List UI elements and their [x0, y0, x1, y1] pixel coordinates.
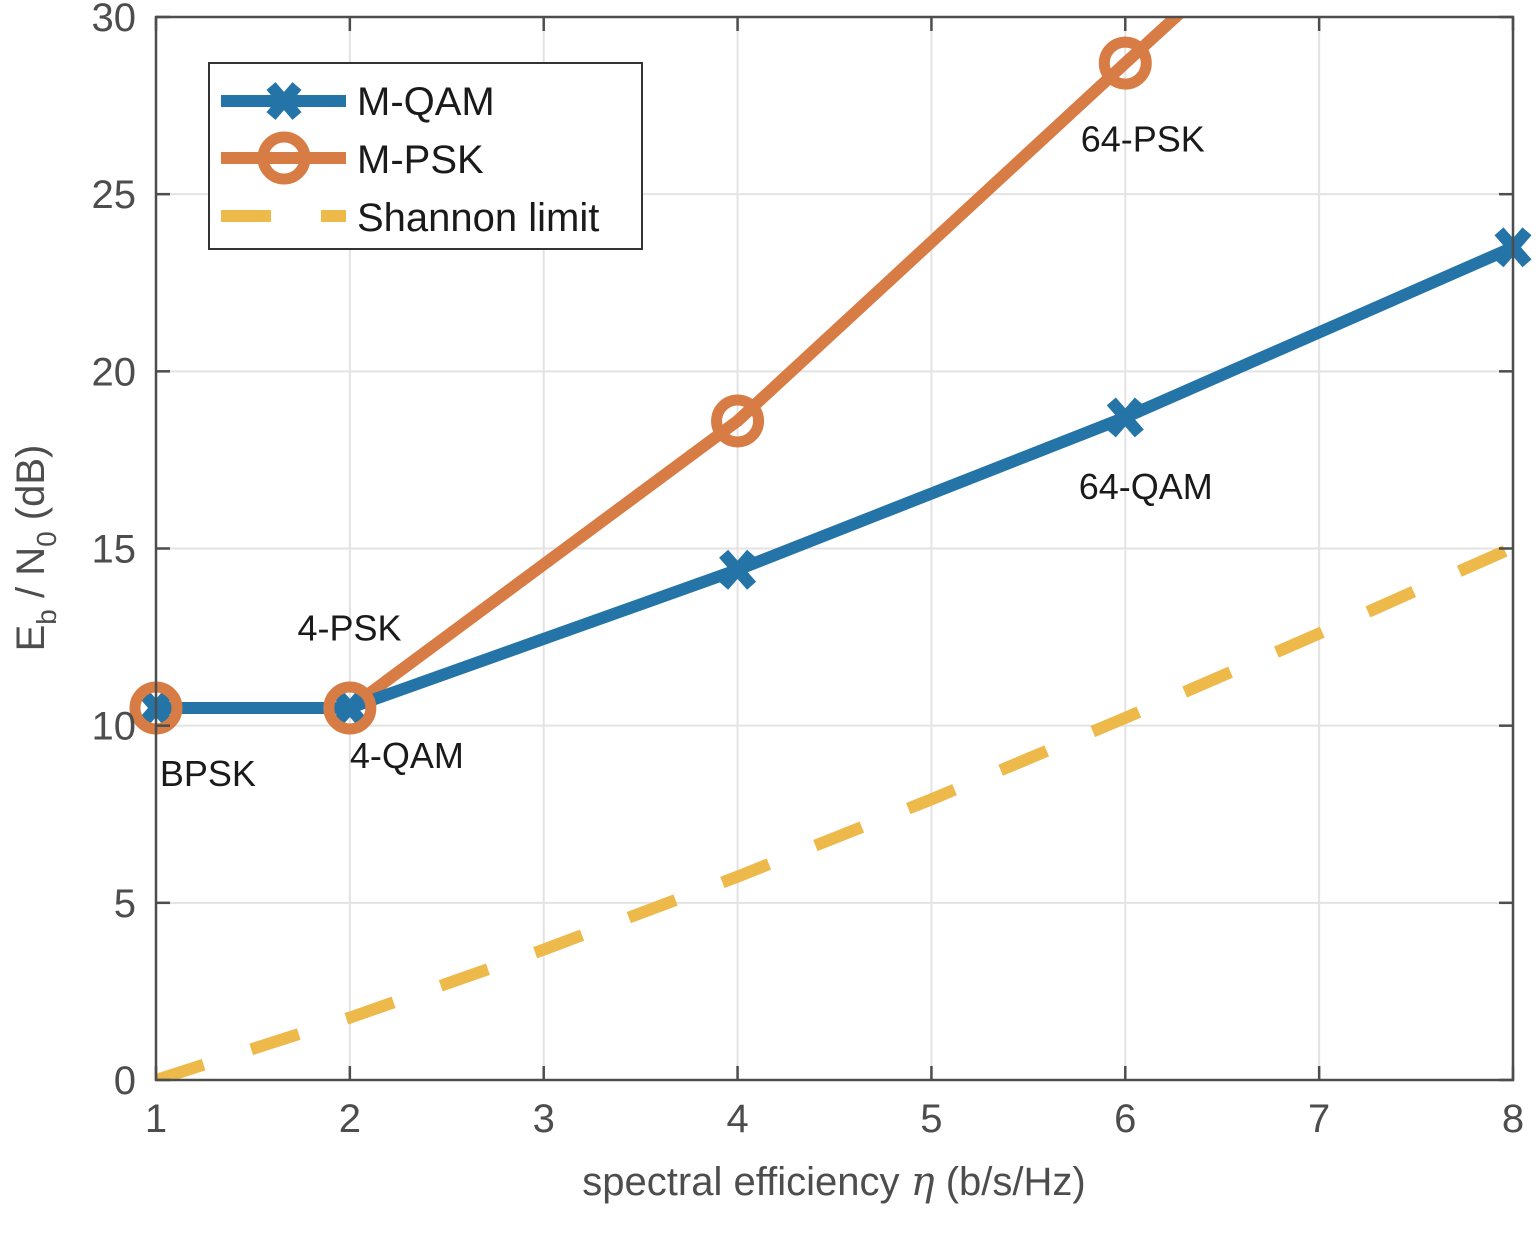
y-tick-label: 0	[114, 1059, 136, 1103]
legend-entry-m-psk: M-PSK	[221, 131, 484, 185]
y-tick-label: 20	[92, 350, 137, 394]
annotation-bpsk: BPSK	[160, 753, 256, 794]
ticks: 1 2 3 4 5 6 7 8 0 5 10 15 20 25 30	[92, 0, 1525, 1141]
legend-label-m-qam: M-QAM	[357, 80, 495, 124]
legend-entry-m-qam: M-QAM	[221, 80, 495, 124]
x-marker-icon	[266, 82, 302, 120]
x-tick-label: 7	[1308, 1097, 1330, 1141]
series-line-shannon-limit	[156, 541, 1513, 1080]
y-tick-label: 15	[92, 528, 137, 572]
annotations: BPSK 4-QAM 4-PSK 64-QAM 64-PSK	[160, 119, 1213, 794]
y-axis-label: Eb / N0 (dB)	[9, 445, 62, 652]
annotation-4-psk: 4-PSK	[298, 608, 402, 649]
x-tick-label: 6	[1114, 1097, 1136, 1141]
x-tick-label: 3	[533, 1097, 555, 1141]
data-point-m-qam	[719, 549, 757, 590]
x-tick-label: 2	[339, 1097, 361, 1141]
annotation-64-qam: 64-QAM	[1079, 466, 1213, 507]
x-tick-label: 4	[726, 1097, 748, 1141]
data-point-m-psk	[1098, 36, 1152, 90]
legend: M-QAM M-PSK Shannon limit	[208, 62, 643, 250]
grid	[156, 17, 1513, 1080]
y-tick-label: 30	[92, 0, 137, 40]
data-point-m-qam	[1106, 397, 1144, 438]
annotation-4-qam: 4-QAM	[350, 735, 464, 776]
legend-label-m-psk: M-PSK	[357, 138, 484, 182]
data-point-m-qam	[331, 687, 369, 728]
data-point-m-psk	[711, 394, 765, 448]
data-point-m-psk	[323, 681, 377, 735]
annotation-64-psk: 64-PSK	[1081, 119, 1205, 160]
legend-entry-shannon-limit: Shannon limit	[221, 196, 599, 240]
x-tick-label: 8	[1502, 1097, 1524, 1141]
x-axis-label: spectral efficiency η (b/s/Hz)	[582, 1159, 1085, 1205]
x-tick-label: 1	[145, 1097, 167, 1141]
circle-marker-icon	[257, 131, 311, 185]
y-tick-label: 5	[114, 882, 136, 926]
y-tick-label: 10	[92, 705, 137, 749]
x-tick-label: 5	[920, 1097, 942, 1141]
y-tick-label: 25	[92, 173, 137, 217]
legend-label-shannon-limit: Shannon limit	[357, 196, 599, 240]
